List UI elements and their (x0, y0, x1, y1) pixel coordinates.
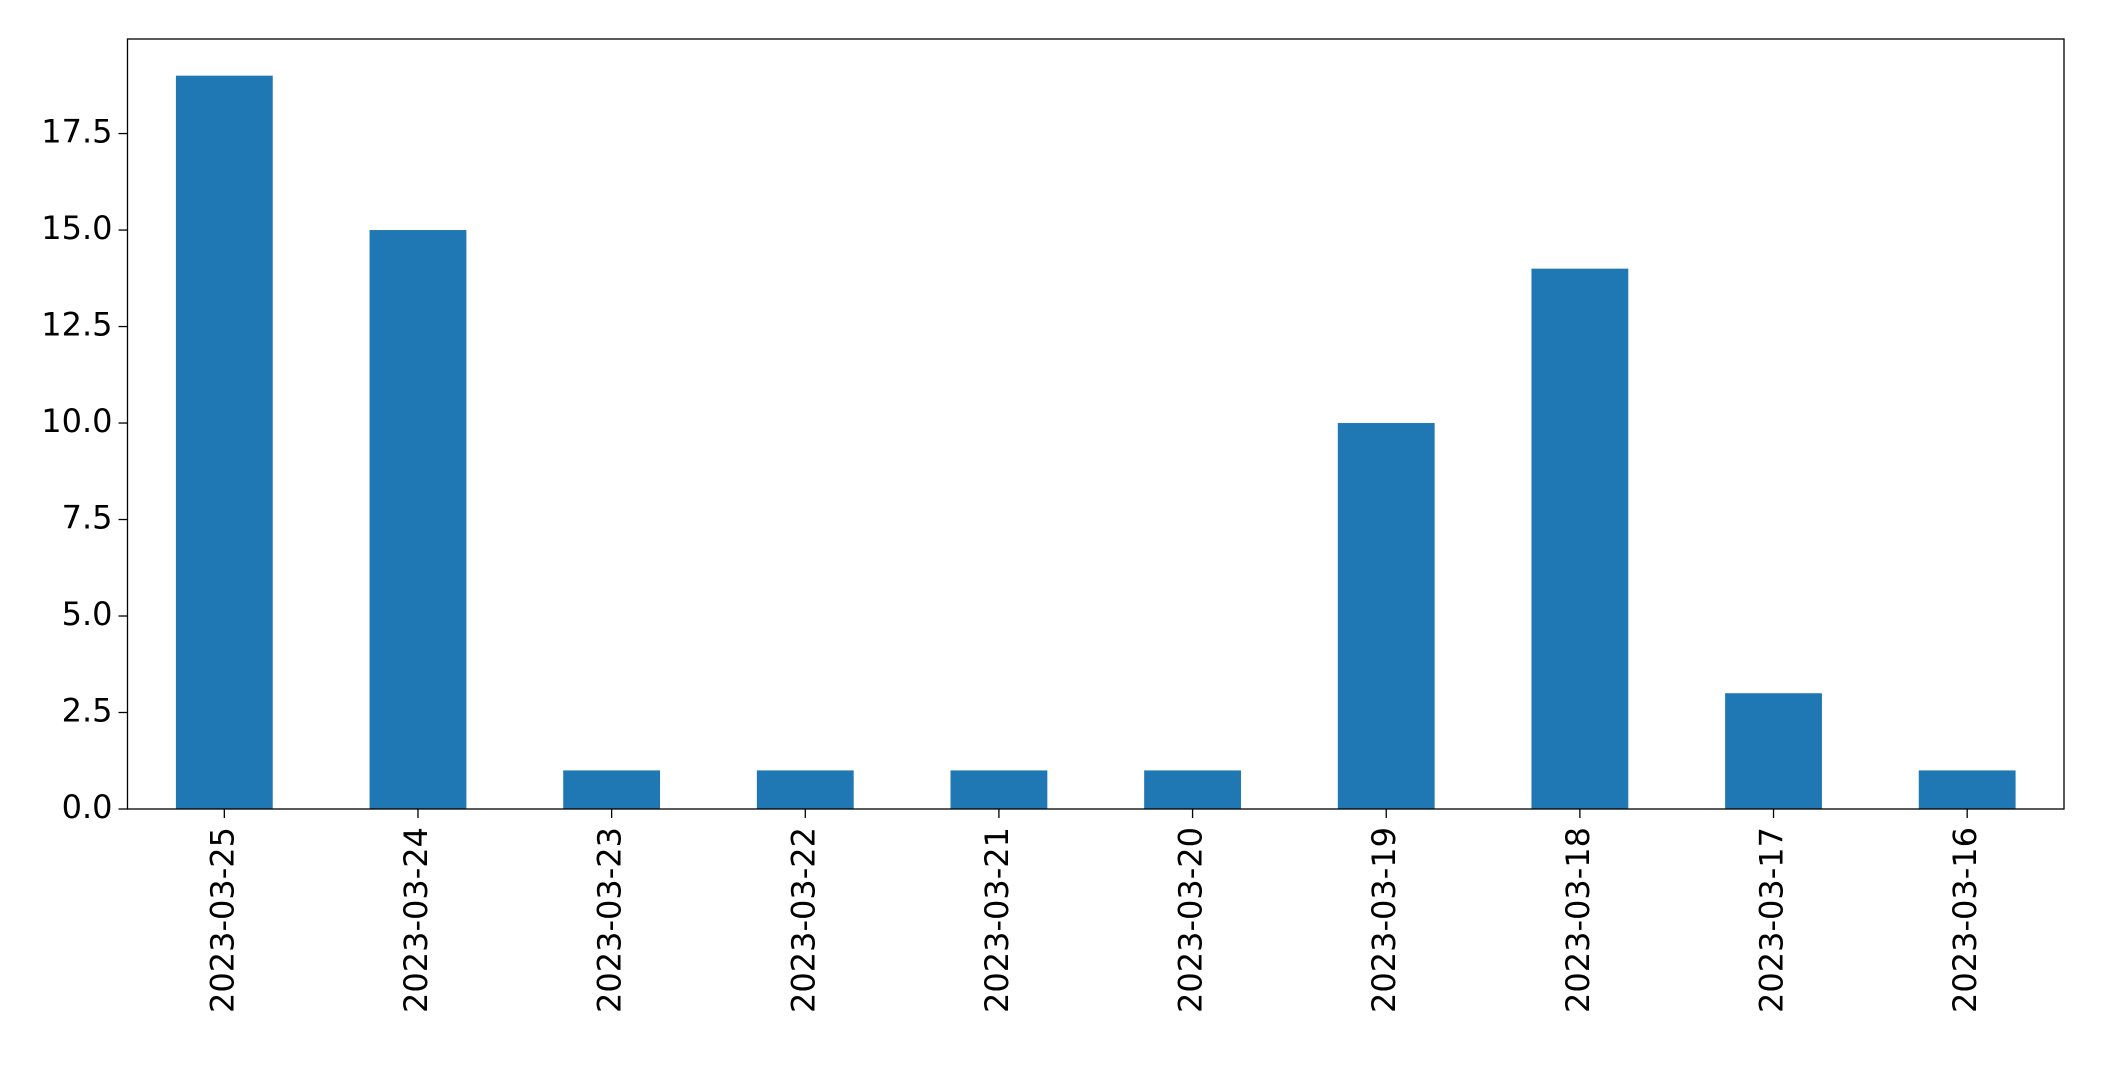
x-tick-label: 2023-03-17 (1753, 827, 1791, 1013)
y-tick-label: 2.5 (62, 692, 113, 730)
y-tick-label: 15.0 (41, 209, 112, 247)
bar (1918, 770, 2016, 809)
y-tick-label: 10.0 (41, 402, 112, 440)
bar (1337, 423, 1435, 809)
y-tick-label: 17.5 (41, 113, 112, 151)
bar (1144, 770, 1241, 809)
bar (369, 230, 467, 810)
bar (1531, 268, 1629, 809)
x-tick-label: 2023-03-16 (1946, 827, 1984, 1013)
x-tick-label: 2023-03-22 (784, 827, 822, 1013)
y-tick-label: 7.5 (62, 499, 113, 537)
bar (756, 770, 854, 809)
x-tick-label: 2023-03-23 (591, 827, 629, 1013)
x-tick-label: 2023-03-19 (1365, 827, 1403, 1013)
y-tick-label: 12.5 (41, 306, 112, 344)
bar (175, 75, 273, 809)
y-tick-label: 5.0 (62, 595, 113, 633)
x-tick-label: 2023-03-25 (203, 827, 241, 1013)
x-tick-label: 2023-03-21 (978, 827, 1016, 1013)
x-tick-label: 2023-03-24 (397, 827, 435, 1013)
y-tick-label: 0.0 (62, 788, 113, 826)
plot-frame (126, 38, 2065, 810)
x-tick-label: 2023-03-20 (1172, 827, 1210, 1013)
x-tick-label: 2023-03-18 (1559, 827, 1597, 1013)
bar (563, 770, 661, 809)
bar (950, 770, 1048, 809)
bar (1725, 693, 1822, 809)
